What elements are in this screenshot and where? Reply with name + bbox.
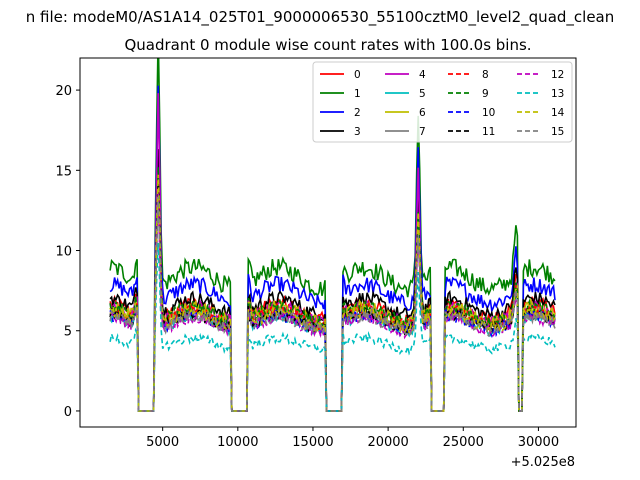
series-line-13 xyxy=(109,242,556,412)
y-tick-label: 15 xyxy=(55,164,72,179)
legend-label-13: 13 xyxy=(551,88,564,100)
series-layer xyxy=(109,58,556,412)
legend-label-4: 4 xyxy=(419,69,426,81)
legend-label-12: 12 xyxy=(551,69,564,81)
series-line-10 xyxy=(109,191,556,412)
y-tick-label: 5 xyxy=(64,325,72,340)
x-offset-label: +5.025e8 xyxy=(511,455,575,470)
y-tick-label: 0 xyxy=(64,405,72,420)
legend-label-15: 15 xyxy=(551,126,564,138)
legend-label-2: 2 xyxy=(354,107,361,119)
plot-frame xyxy=(79,57,577,428)
legend-label-14: 14 xyxy=(551,107,565,119)
figure-suptitle: n file: modeM0/AS1A14_025T01_9000006530_… xyxy=(26,8,615,27)
legend-label-10: 10 xyxy=(482,107,495,119)
legend-label-0: 0 xyxy=(354,69,361,81)
y-tick-label: 10 xyxy=(55,245,72,260)
legend-label-3: 3 xyxy=(354,126,361,138)
chart-title: Quadrant 0 module wise count rates with … xyxy=(124,36,531,54)
legend-label-1: 1 xyxy=(354,88,361,100)
x-tick-label: 25000 xyxy=(443,435,484,450)
legend-label-7: 7 xyxy=(419,126,426,138)
legend-box xyxy=(312,61,573,143)
x-tick-label: 15000 xyxy=(292,435,333,450)
y-tick-label: 20 xyxy=(55,84,72,99)
legend-label-11: 11 xyxy=(482,126,495,138)
x-tick-label: 20000 xyxy=(367,435,408,450)
x-tick-label: 10000 xyxy=(217,435,258,450)
legend-label-9: 9 xyxy=(482,88,489,100)
legend-label-6: 6 xyxy=(419,107,426,119)
series-line-15 xyxy=(109,196,556,412)
legend-label-5: 5 xyxy=(419,88,426,100)
legend-label-8: 8 xyxy=(482,69,489,81)
x-tick-label: 5000 xyxy=(146,435,179,450)
x-tick-label: 30000 xyxy=(518,435,559,450)
